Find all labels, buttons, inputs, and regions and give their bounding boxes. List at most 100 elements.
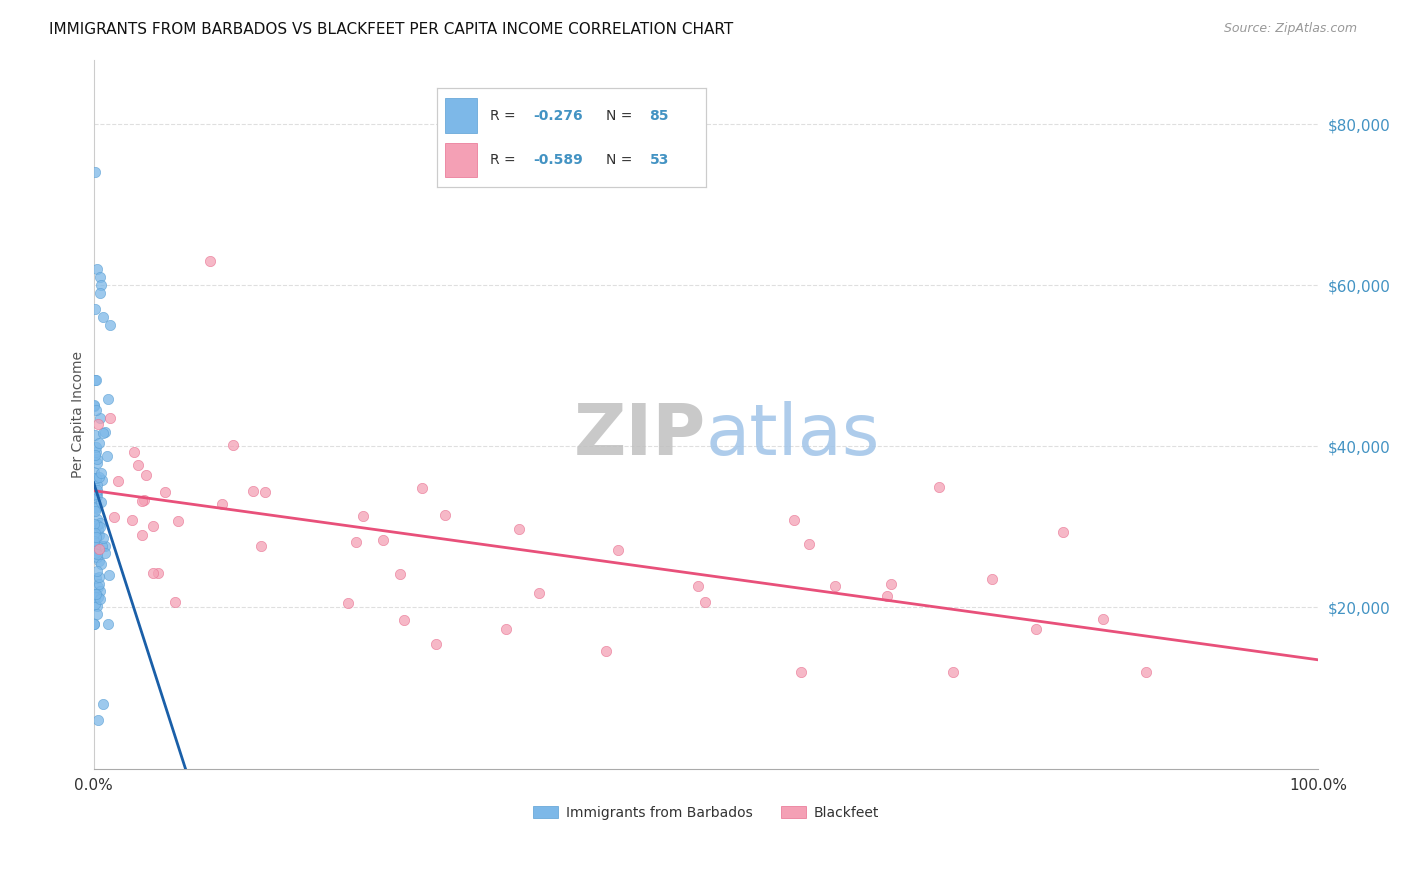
Point <box>89 270 111 285</box>
Point <box>107 474 129 488</box>
Point <box>1025 622 1047 636</box>
Point <box>84 302 107 317</box>
Point <box>94 425 117 439</box>
Point <box>98 411 121 425</box>
Point <box>89 516 111 530</box>
Point <box>91 426 114 441</box>
Point <box>122 445 145 459</box>
Text: ZIP: ZIP <box>574 401 706 470</box>
Point <box>83 372 105 386</box>
Point <box>425 637 447 651</box>
Point <box>83 165 105 179</box>
Point <box>693 595 716 609</box>
Point <box>686 579 709 593</box>
Point <box>89 584 111 599</box>
Point <box>84 471 107 485</box>
Point <box>824 579 846 593</box>
Point <box>90 466 112 480</box>
Point <box>253 485 276 500</box>
Point <box>876 590 898 604</box>
Point <box>86 477 108 491</box>
Point <box>250 539 273 553</box>
Point <box>83 542 105 557</box>
Point <box>980 572 1002 586</box>
Point <box>242 483 264 498</box>
Point <box>94 546 117 560</box>
Point <box>135 468 157 483</box>
Point <box>388 567 411 582</box>
Point <box>86 484 108 499</box>
Point <box>90 278 112 293</box>
Point <box>103 510 125 524</box>
Point <box>84 530 107 544</box>
Point <box>83 616 105 631</box>
Point <box>131 527 153 541</box>
Y-axis label: Per Capita Income: Per Capita Income <box>72 351 86 477</box>
Point <box>373 533 395 547</box>
Point <box>87 590 110 604</box>
Point <box>83 616 105 631</box>
Point <box>87 522 110 536</box>
Text: atlas: atlas <box>706 401 880 470</box>
Point <box>83 478 105 492</box>
Point <box>344 535 367 549</box>
Point <box>87 576 110 591</box>
Point <box>89 542 111 557</box>
Point <box>86 607 108 622</box>
Point <box>87 527 110 541</box>
Point <box>87 470 110 484</box>
Point <box>86 452 108 467</box>
Point <box>198 254 221 268</box>
Point <box>97 392 120 406</box>
Point <box>392 613 415 627</box>
Point <box>211 497 233 511</box>
Point <box>98 318 121 332</box>
Point <box>153 484 176 499</box>
Point <box>90 473 112 487</box>
Point <box>89 592 111 607</box>
Point <box>131 494 153 508</box>
Point <box>83 465 105 479</box>
Point <box>607 542 630 557</box>
Point <box>83 533 105 548</box>
Point <box>84 441 107 455</box>
Point <box>86 564 108 578</box>
Point <box>90 557 112 571</box>
Point <box>84 546 107 560</box>
Point <box>86 599 108 613</box>
Point <box>86 489 108 503</box>
Point <box>86 456 108 470</box>
Point <box>142 566 165 580</box>
Point <box>91 310 114 325</box>
Point <box>146 566 169 581</box>
Point <box>527 586 550 600</box>
Point <box>84 598 107 612</box>
Point <box>91 539 114 553</box>
Point <box>83 587 105 601</box>
Point <box>84 373 107 387</box>
Point <box>595 644 617 658</box>
Point <box>336 596 359 610</box>
Point <box>86 262 108 277</box>
Point <box>495 622 517 636</box>
Legend: Immigrants from Barbados, Blackfeet: Immigrants from Barbados, Blackfeet <box>527 800 884 825</box>
Text: IMMIGRANTS FROM BARBADOS VS BLACKFEET PER CAPITA INCOME CORRELATION CHART: IMMIGRANTS FROM BARBADOS VS BLACKFEET PE… <box>49 22 734 37</box>
Point <box>83 398 105 412</box>
Point <box>84 487 107 501</box>
Point <box>86 483 108 498</box>
Point <box>352 509 374 524</box>
Point <box>84 427 107 442</box>
Point <box>83 500 105 514</box>
Point <box>411 481 433 495</box>
Point <box>942 665 965 679</box>
Point <box>880 576 903 591</box>
Point <box>84 444 107 458</box>
Text: Source: ZipAtlas.com: Source: ZipAtlas.com <box>1223 22 1357 36</box>
Point <box>89 554 111 568</box>
Point <box>86 535 108 549</box>
Point <box>89 410 111 425</box>
Point <box>97 567 120 582</box>
Point <box>84 503 107 517</box>
Point <box>1092 612 1115 626</box>
Point <box>83 517 105 532</box>
